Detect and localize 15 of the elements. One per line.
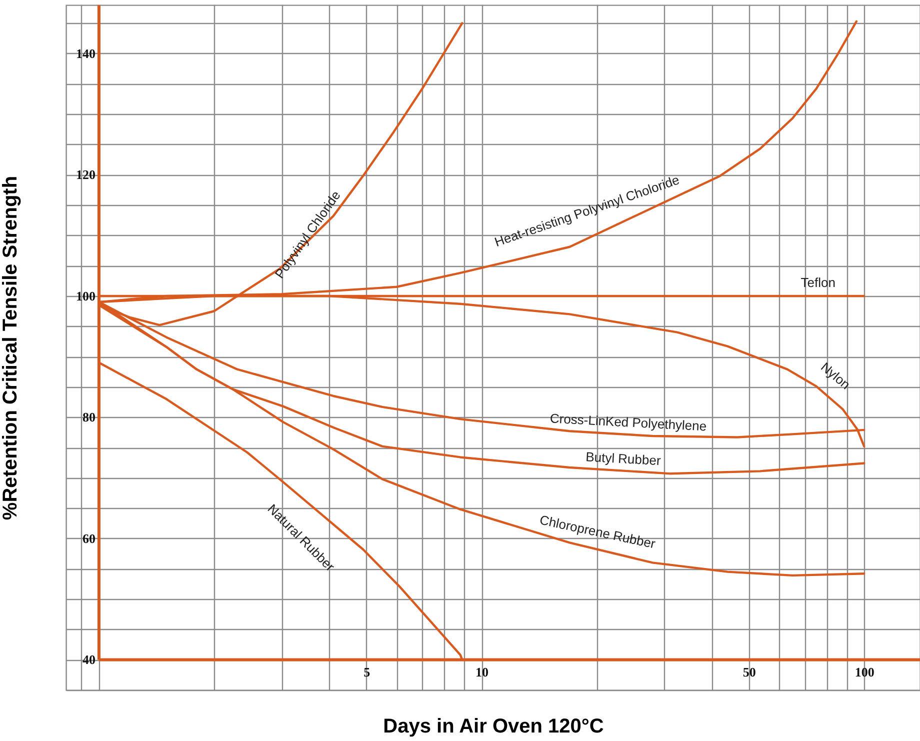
x-axis-title: Days in Air Oven 120°C xyxy=(383,716,604,738)
x-tick-label: 100 xyxy=(854,664,874,680)
y-tick-label: 60 xyxy=(82,530,96,546)
y-tick-label: 120 xyxy=(76,167,96,182)
series-label: Cross-LinKed Polyethylene xyxy=(550,410,707,434)
series-label: Teflon xyxy=(800,274,836,290)
series-label: Butyl Rubber xyxy=(585,449,662,468)
x-tick-label: 5 xyxy=(364,664,371,680)
y-tick-label: 140 xyxy=(76,46,96,61)
y-tick-label: 40 xyxy=(82,652,96,668)
y-tick-label: 80 xyxy=(82,410,96,425)
y-tick-label: 100 xyxy=(76,288,96,304)
y-axis-title: %Retention Critical Tensile Strength xyxy=(0,176,22,520)
x-tick-label: 10 xyxy=(476,664,489,680)
x-tick-label: 50 xyxy=(742,664,756,680)
